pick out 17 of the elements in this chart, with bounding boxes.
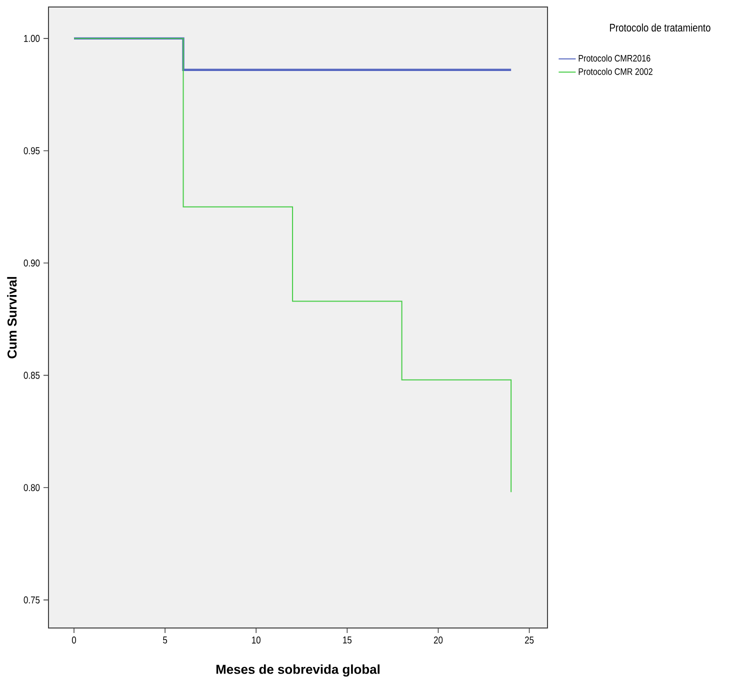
x-tick-label: 15 (343, 636, 352, 644)
y-tick-label: 0.95 (24, 147, 40, 154)
y-axis-title: Cum Survival (7, 277, 17, 358)
x-axis-title: Meses de sobrevida global (216, 664, 380, 677)
x-tick-label: 5 (163, 636, 168, 644)
legend-title: Protocolo de tratamiento (610, 24, 710, 32)
x-tick-label: 10 (252, 636, 260, 644)
legend-label: Protocolo CMR2016 (578, 54, 650, 62)
x-tick-label: 20 (434, 636, 443, 644)
y-tick-label: 0.80 (24, 484, 40, 492)
x-tick-label: 25 (525, 636, 534, 644)
x-tick-label: 0 (72, 636, 76, 644)
y-tick-label: 0.85 (24, 372, 40, 379)
y-tick-label: 0.75 (24, 596, 40, 604)
y-tick-label: 1.00 (24, 34, 40, 42)
y-tick-label: 0.90 (24, 260, 40, 267)
legend-label: Protocolo CMR 2002 (578, 68, 652, 75)
